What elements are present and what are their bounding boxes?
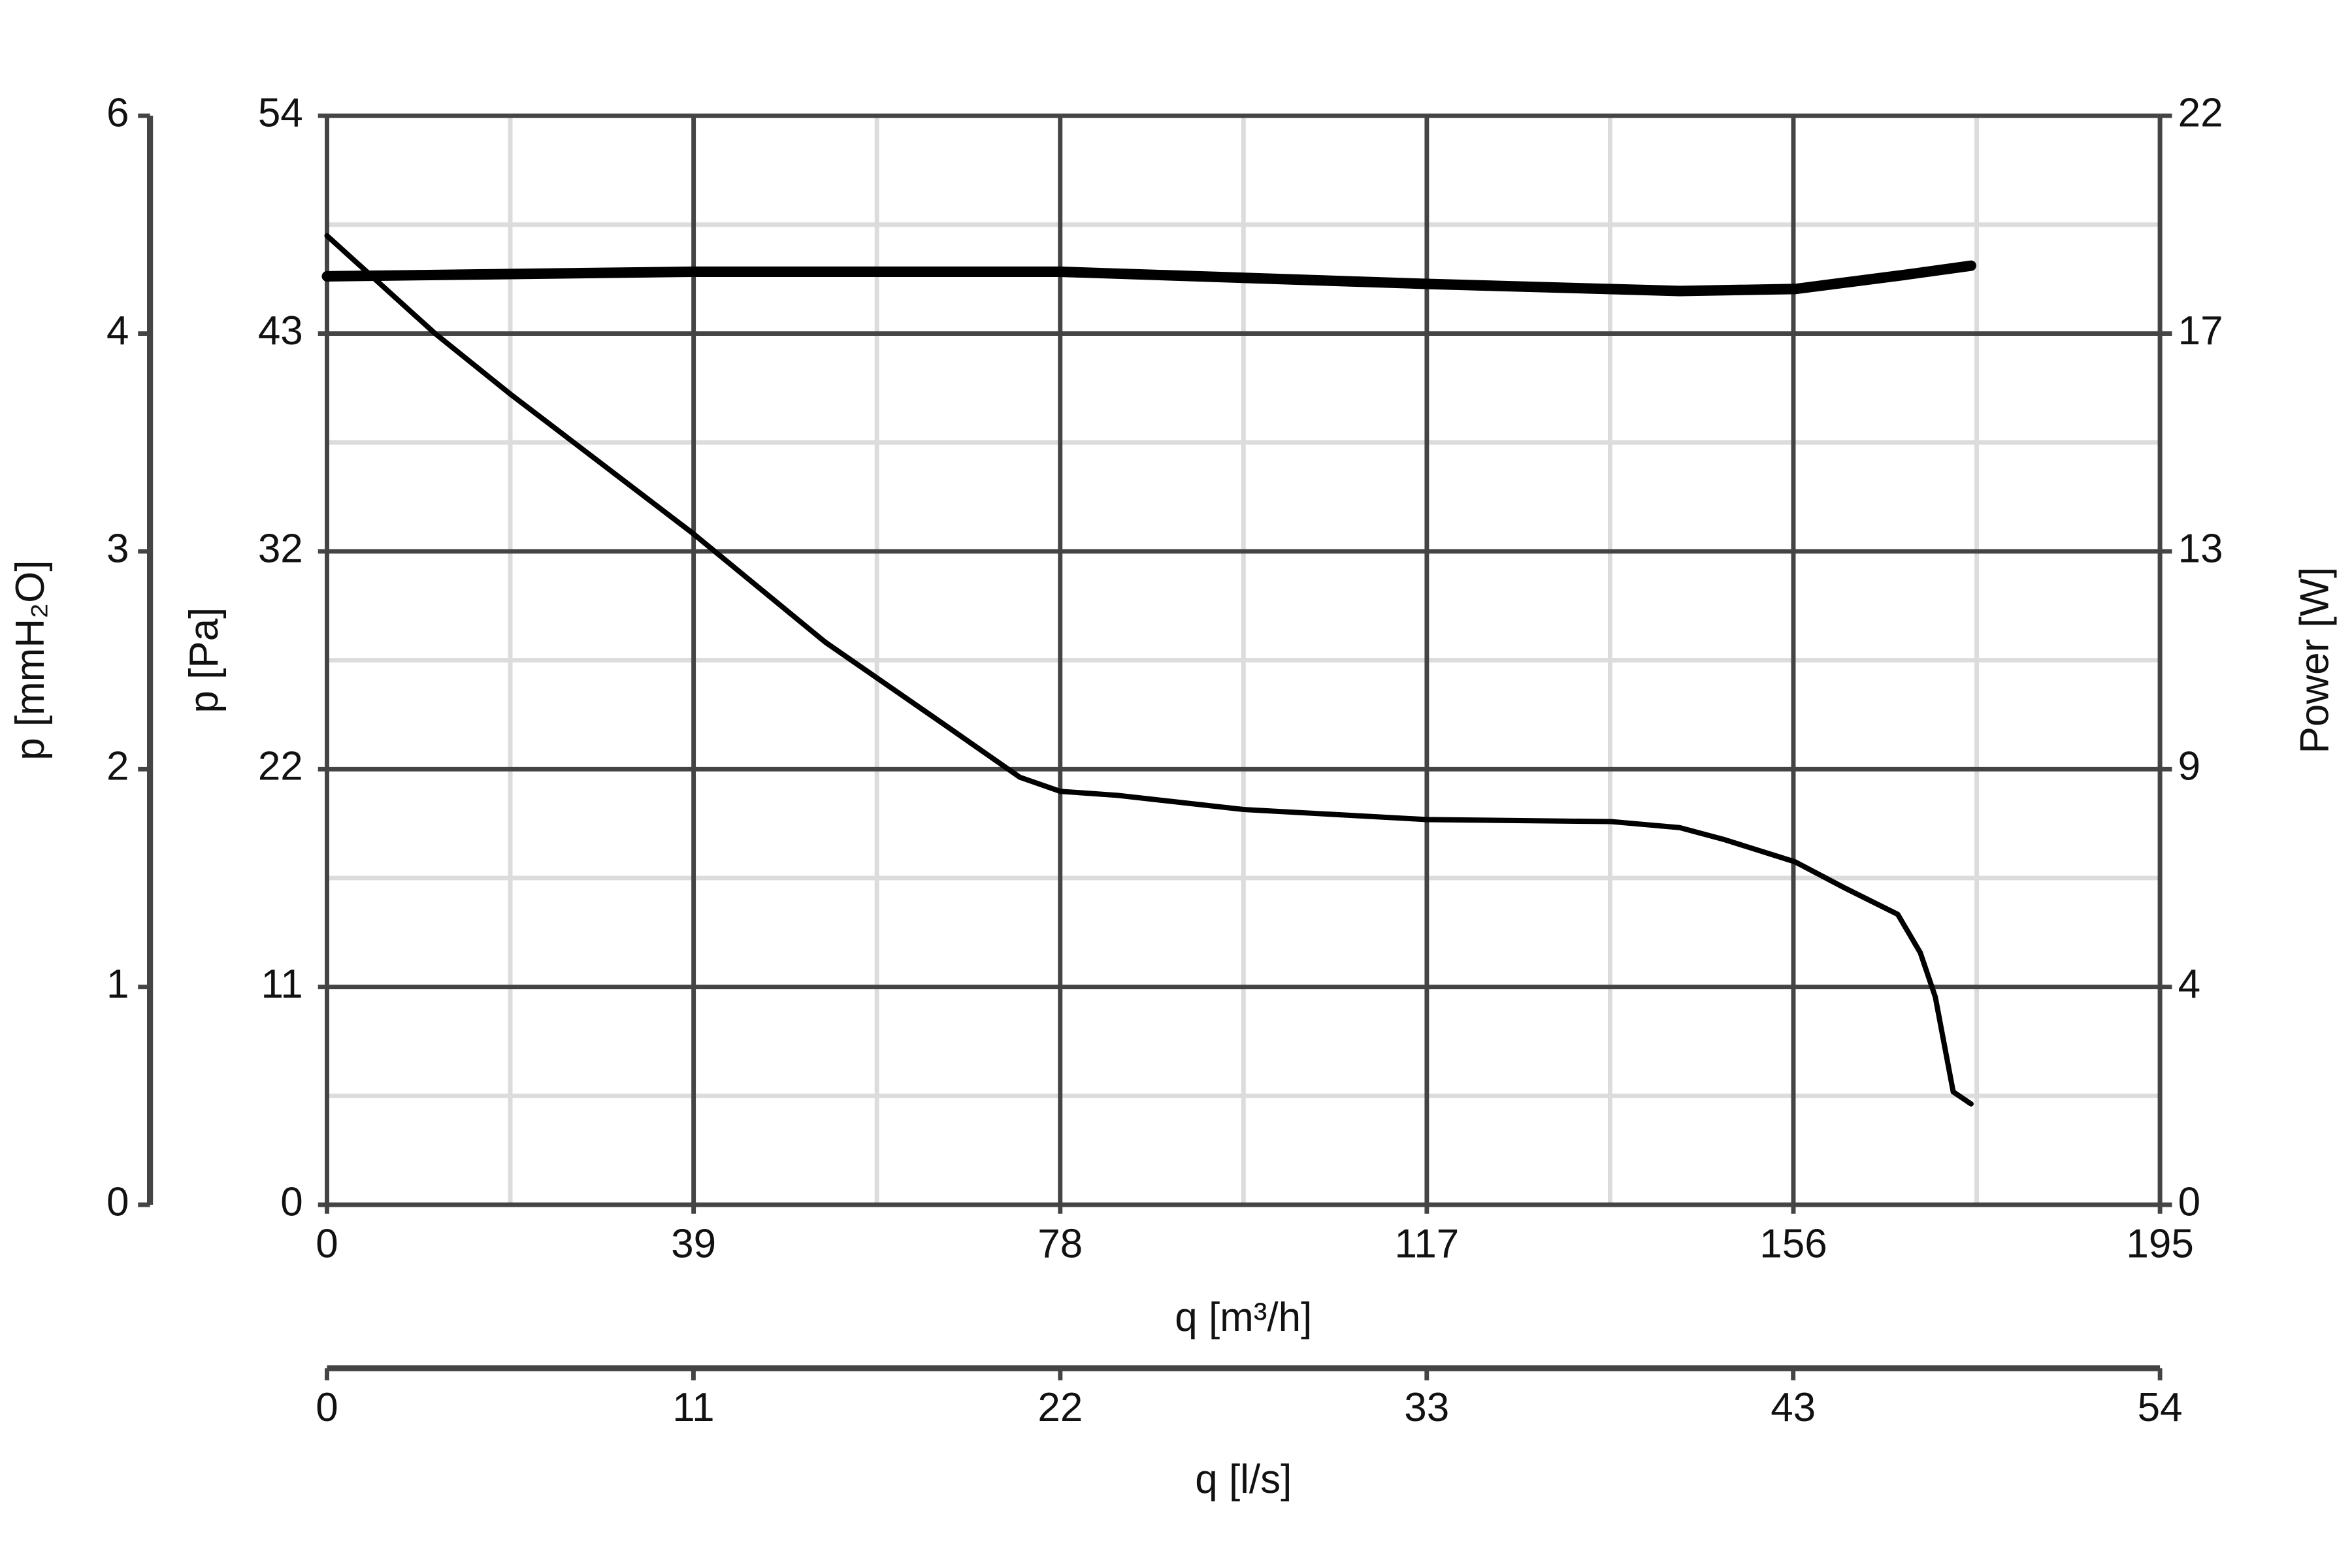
- x2-tick-label: 22: [1037, 1385, 1083, 1430]
- x-tick-label: 195: [2126, 1222, 2193, 1267]
- y3-tick-label: 3: [106, 526, 129, 571]
- y2-tick-label: 9: [2178, 744, 2200, 789]
- y-tick-label: 0: [280, 1179, 302, 1224]
- y2-tick-label: 17: [2178, 308, 2223, 353]
- y2-tick-label: 13: [2178, 526, 2223, 571]
- y3-tick-label: 6: [106, 91, 129, 136]
- y2-tick-label: 0: [2178, 1179, 2200, 1224]
- x-tick-label: 39: [671, 1222, 716, 1267]
- y-tick-label: 22: [258, 744, 303, 789]
- curve: [324, 233, 1974, 1107]
- curve: [321, 260, 1976, 297]
- y-tick-label: 32: [258, 526, 303, 571]
- x2-tick-label: 54: [2138, 1385, 2183, 1430]
- y3-axis-label: p [mmH₂O]: [8, 560, 53, 760]
- y3-tick-label: 4: [106, 308, 129, 353]
- y3-tick-label: 2: [106, 744, 129, 789]
- x2-tick-label: 43: [1771, 1385, 1816, 1430]
- y2-tick-label: 4: [2178, 962, 2200, 1007]
- y3-tick-label: 0: [106, 1179, 129, 1224]
- x-tick-label: 78: [1037, 1222, 1083, 1267]
- x2-tick-label: 33: [1404, 1385, 1449, 1430]
- x2-tick-label: 11: [672, 1385, 714, 1430]
- y-tick-label: 11: [261, 962, 302, 1007]
- y-axis-label: p [Pa]: [182, 608, 227, 713]
- x-tick-label: 0: [316, 1222, 338, 1267]
- x2-axis-label: q [l/s]: [1195, 1457, 1292, 1502]
- y-tick-label: 54: [258, 91, 303, 136]
- x-axis-label: q [m³/h]: [1175, 1295, 1312, 1340]
- y2-tick-label: 22: [2178, 91, 2223, 136]
- y-tick-label: 43: [258, 308, 303, 353]
- x-tick-label: 117: [1394, 1222, 1459, 1267]
- x2-tick-label: 0: [316, 1385, 338, 1430]
- y2-axis-label: Power [W]: [2293, 567, 2338, 754]
- y3-tick-label: 1: [106, 962, 129, 1007]
- x-tick-label: 156: [1759, 1222, 1827, 1267]
